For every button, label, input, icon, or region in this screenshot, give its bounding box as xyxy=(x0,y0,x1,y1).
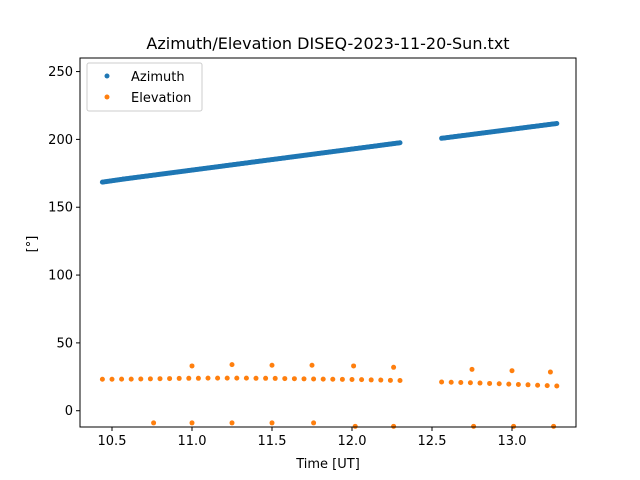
elevation-point xyxy=(119,376,125,382)
elevation-point xyxy=(269,420,275,426)
elevation-point xyxy=(205,375,211,381)
x-tick-label: 13.0 xyxy=(498,434,527,449)
elevation-point xyxy=(272,375,278,381)
elevation-point xyxy=(487,380,493,386)
elevation-point xyxy=(224,375,230,381)
x-tick-label: 10.5 xyxy=(98,434,127,449)
elevation-point xyxy=(189,363,195,369)
elevation-point xyxy=(330,376,336,382)
y-tick-label: 150 xyxy=(48,201,73,216)
elevation-point xyxy=(147,376,153,382)
elevation-point xyxy=(471,423,477,429)
elevation-point xyxy=(263,375,269,381)
elevation-point xyxy=(176,375,182,381)
elevation-point xyxy=(195,375,201,381)
y-tick-label: 0 xyxy=(65,404,73,419)
x-tick-label: 12.0 xyxy=(338,434,367,449)
y-axis-title: [°] xyxy=(25,236,40,253)
elevation-point xyxy=(229,362,235,368)
elevation-point xyxy=(309,362,315,368)
elevation-point xyxy=(397,377,403,383)
elevation-point xyxy=(186,375,192,381)
legend-marker-elevation xyxy=(104,94,110,100)
elevation-point xyxy=(99,376,105,382)
elevation-point xyxy=(387,377,393,383)
y-tick-label: 50 xyxy=(56,336,73,351)
elevation-point xyxy=(128,376,134,382)
elevation-point xyxy=(467,380,473,386)
elevation-point xyxy=(458,380,464,385)
elevation-point xyxy=(301,376,307,382)
y-tick-label: 200 xyxy=(48,133,73,148)
elevation-point xyxy=(320,376,326,382)
elevation-point xyxy=(352,423,358,429)
plot-frame xyxy=(79,57,577,428)
y-tick-label: 100 xyxy=(48,269,73,284)
elevation-point xyxy=(339,376,345,382)
elevation-point xyxy=(151,420,157,426)
elevation-point xyxy=(544,383,550,389)
x-tick-label: 12.5 xyxy=(418,434,447,449)
elevation-point xyxy=(535,382,541,388)
elevation-point xyxy=(448,379,454,385)
elevation-point xyxy=(351,363,357,369)
elevation-point xyxy=(391,364,397,370)
legend-label-elevation: Elevation xyxy=(131,91,191,106)
elevation-point xyxy=(311,376,317,382)
elevation-point xyxy=(547,369,553,375)
azimuth-point xyxy=(554,121,560,127)
elevation-point xyxy=(291,376,297,382)
elevation-point xyxy=(506,381,512,387)
x-axis-title: Time [UT] xyxy=(295,457,360,472)
elevation-point xyxy=(229,420,235,426)
elevation-point xyxy=(359,377,365,383)
elevation-point xyxy=(215,375,221,381)
x-tick-label: 11.0 xyxy=(178,434,207,449)
y-tick-label: 250 xyxy=(48,65,73,80)
chart-title: Azimuth/Elevation DISEQ-2023-11-20-Sun.t… xyxy=(146,34,509,53)
elevation-point xyxy=(253,375,259,381)
plot-area: 10.5 11.0 11.5 12.0 12.5 13.0 0 50 100 150 200 250 xyxy=(48,57,577,449)
elevation-point xyxy=(515,382,521,388)
elevation-point xyxy=(378,377,384,383)
elevation-point xyxy=(282,376,288,382)
elevation-point xyxy=(167,376,173,382)
elevation-point xyxy=(109,376,115,382)
elevation-point xyxy=(157,376,163,382)
legend: Azimuth Elevation xyxy=(86,62,203,112)
elevation-point xyxy=(509,368,515,374)
legend-marker-azimuth xyxy=(104,73,110,79)
x-tick-label: 11.5 xyxy=(258,434,287,449)
azimuth-point xyxy=(397,140,403,146)
elevation-point xyxy=(189,420,195,426)
elevation-point xyxy=(496,381,502,387)
elevation-point xyxy=(469,366,475,372)
elevation-point xyxy=(439,379,445,385)
legend-frame xyxy=(86,62,203,112)
elevation-point xyxy=(234,375,240,381)
elevation-point xyxy=(269,362,275,368)
elevation-point xyxy=(554,383,560,389)
elevation-point xyxy=(368,377,374,383)
elevation-point xyxy=(551,423,557,429)
elevation-point xyxy=(138,376,144,382)
elevation-point xyxy=(391,423,397,429)
elevation-point xyxy=(311,420,317,426)
elevation-point xyxy=(349,377,355,383)
elevation-point xyxy=(477,380,483,386)
legend-label-azimuth: Azimuth xyxy=(131,70,185,85)
elevation-point xyxy=(525,382,531,388)
elevation-point xyxy=(243,375,249,381)
